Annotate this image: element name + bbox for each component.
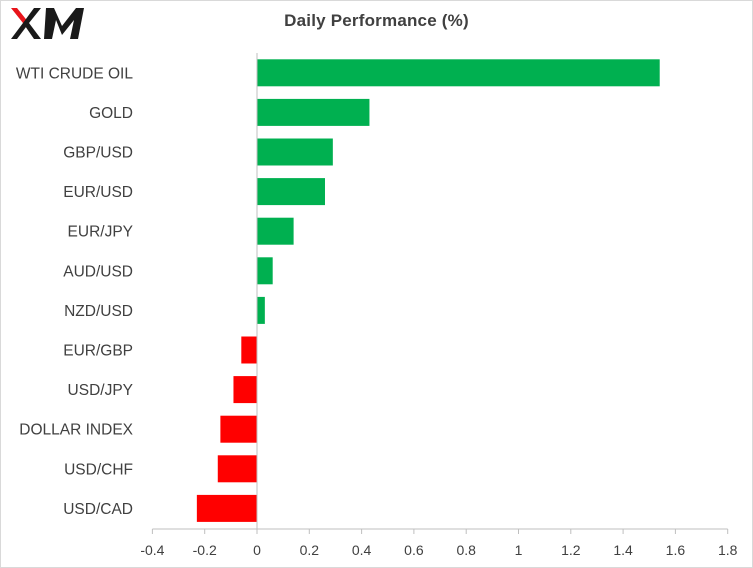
- category-label-aud-usd: AUD/USD: [63, 263, 133, 280]
- bar-aud-usd: [257, 257, 273, 285]
- category-label-eur-gbp: EUR/GBP: [63, 343, 133, 360]
- category-label-gbp-usd: GBP/USD: [63, 145, 133, 162]
- bar-eur-gbp: [241, 336, 257, 364]
- x-axis: -0.4 -0.2 0 0.2 0.4 0.6 0.8 1 1.2 1.4 1.6 1.8: [140, 53, 738, 558]
- bar-eur-usd: [257, 178, 325, 206]
- category-label-usd-cad: USD/CAD: [63, 501, 133, 518]
- bar-usd-cad: [196, 494, 257, 522]
- bar-usd-jpy: [233, 376, 257, 404]
- bar-nzd-usd: [257, 296, 265, 324]
- tick-label: 1: [515, 542, 523, 558]
- bar-dollar-index: [220, 415, 257, 443]
- tick-label: 0.4: [352, 542, 372, 558]
- tick-label: 0.8: [456, 542, 476, 558]
- bar-usd-chf: [217, 455, 257, 483]
- xm-logo: [11, 8, 84, 39]
- category-label-eur-usd: EUR/USD: [63, 184, 133, 201]
- category-labels: WTI CRUDE OIL GOLD GBP/USD EUR/USD EUR/JPY AU…: [16, 65, 134, 518]
- bar-gbp-usd: [257, 138, 333, 166]
- category-label-usd-chf: USD/CHF: [64, 461, 133, 478]
- bars-group: [196, 59, 660, 522]
- chart-title: Daily Performance (%): [284, 11, 469, 30]
- tick-label: 0.2: [300, 542, 320, 558]
- tick-label: 1.2: [561, 542, 581, 558]
- bar-wti-crude-oil: [257, 59, 660, 87]
- xm-logo-mark: [11, 8, 84, 39]
- tick-label: 0.6: [404, 542, 424, 558]
- tick-label: 1.4: [613, 542, 633, 558]
- tick-label: 1.6: [666, 542, 686, 558]
- tick-label: -0.4: [140, 542, 164, 558]
- category-label-nzd-usd: NZD/USD: [64, 303, 133, 320]
- category-label-dollar-index: DOLLAR INDEX: [19, 422, 133, 439]
- category-label-usd-jpy: USD/JPY: [68, 382, 133, 399]
- bar-gold: [257, 98, 370, 126]
- bar-eur-jpy: [257, 217, 294, 245]
- tick-label: 0: [253, 542, 261, 558]
- category-label-eur-jpy: EUR/JPY: [68, 224, 133, 241]
- tick-label: 1.8: [718, 542, 738, 558]
- tick-label: -0.2: [193, 542, 217, 558]
- category-label-gold: GOLD: [89, 105, 133, 122]
- category-label-wti-crude-oil: WTI CRUDE OIL: [16, 65, 133, 82]
